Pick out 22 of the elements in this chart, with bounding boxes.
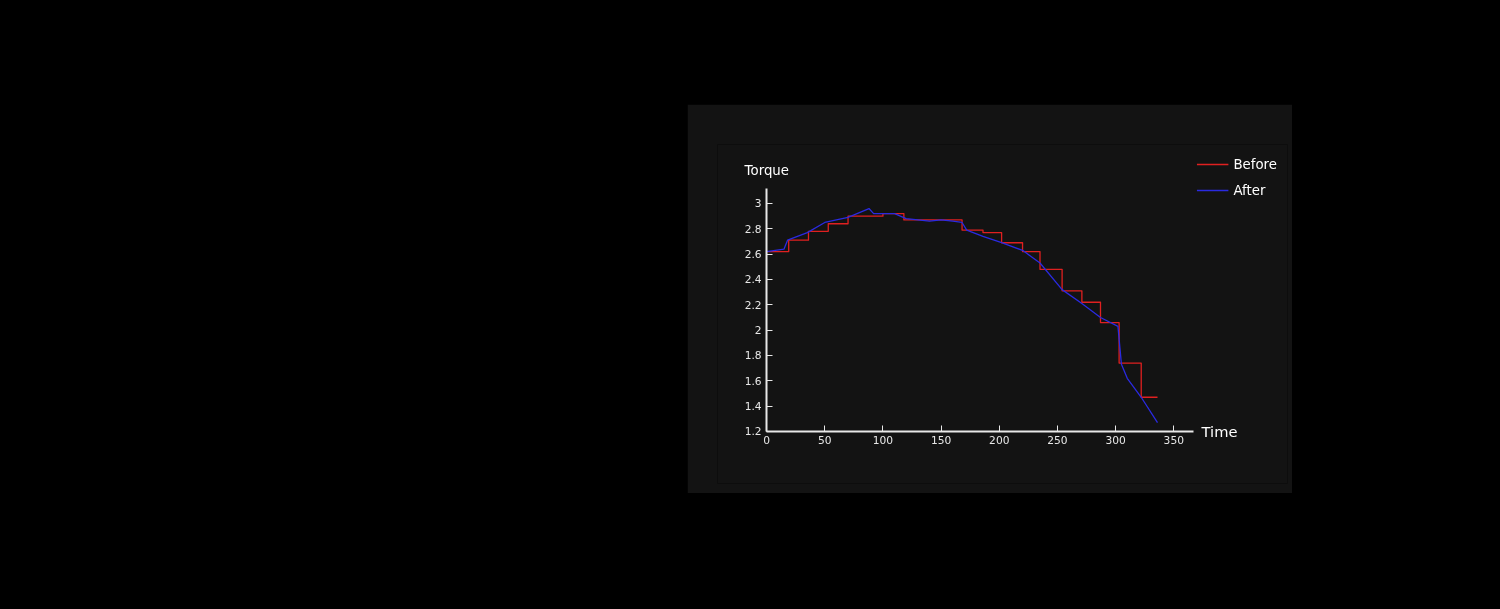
legend-label: Before [1233, 156, 1277, 172]
y-tick-label: 2.2 [744, 298, 762, 312]
y-tick-label: 1.2 [744, 425, 762, 439]
y-tick-label: 1.8 [744, 349, 762, 363]
x-tick-label: 350 [1163, 434, 1185, 448]
y-tick-label: 2 [754, 324, 762, 338]
y-tick-label: 3 [754, 197, 762, 211]
y-tick-label: 1.6 [744, 374, 762, 388]
y-tick-label: 1.4 [744, 400, 762, 414]
y-tick-label: 2.6 [744, 248, 762, 262]
x-tick-label: 250 [1047, 434, 1068, 448]
x-tick-label: 100 [872, 434, 894, 448]
y-axis-title: Torque [743, 163, 789, 179]
x-axis-title: Time [1200, 422, 1238, 440]
legend-label: After [1233, 182, 1266, 198]
y-tick-label: 2.4 [744, 273, 762, 287]
x-tick-label: 150 [930, 434, 952, 448]
x-tick-label: 300 [1105, 434, 1127, 448]
x-tick-label: 200 [989, 434, 1010, 448]
x-tick-label: 50 [817, 434, 832, 448]
x-tick-label: 0 [763, 434, 771, 448]
y-tick-label: 2.8 [744, 222, 762, 236]
